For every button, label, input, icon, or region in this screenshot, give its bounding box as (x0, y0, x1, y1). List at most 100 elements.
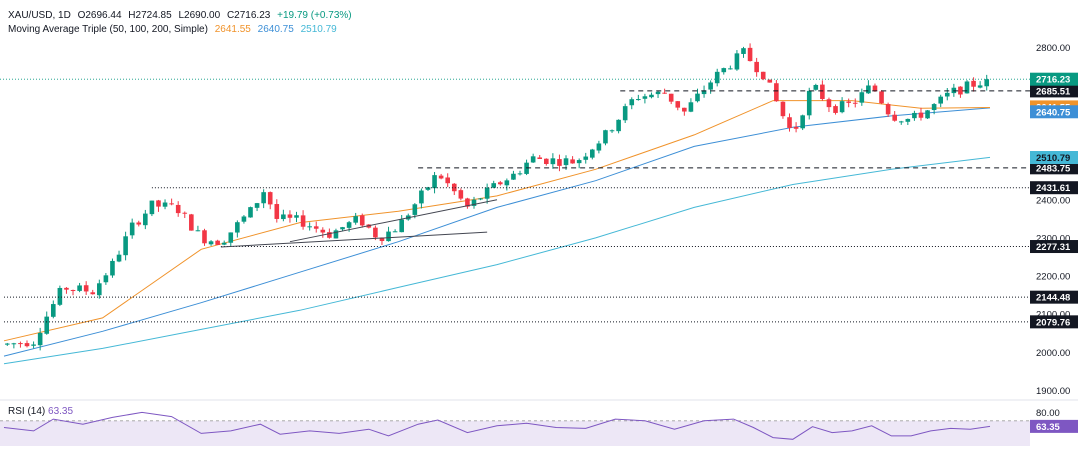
candle-body (728, 68, 733, 70)
symbol-label[interactable]: XAU/USD, 1D (8, 10, 71, 21)
candle-body (649, 94, 654, 98)
candle-body (110, 260, 115, 276)
candle-body (984, 79, 990, 87)
candle-body (346, 222, 352, 228)
candle-body (97, 283, 102, 296)
candle-body (136, 222, 142, 225)
candle-body (537, 157, 543, 160)
candle-body (958, 86, 963, 95)
candle-body (787, 117, 792, 128)
candle-body (892, 114, 897, 121)
candle-body (642, 96, 648, 99)
candle-body (359, 215, 365, 226)
price-tick-label: 2100.00 (1036, 310, 1070, 321)
rsi-value-tag-bg (1030, 419, 1078, 433)
rsi-band (0, 420, 1030, 446)
level-label-bg (1030, 161, 1078, 175)
trendline-0[interactable] (220, 231, 488, 248)
candle-body (425, 187, 431, 190)
candle-body (866, 85, 871, 94)
candle-body (925, 110, 930, 119)
candle-body (977, 85, 983, 88)
candle-body (912, 112, 917, 119)
candle-body (971, 80, 976, 87)
price-axis[interactable] (1030, 0, 1078, 446)
candle-body (583, 156, 589, 160)
candle-body (340, 227, 345, 230)
candle-body (616, 119, 621, 132)
candle-body (754, 61, 759, 73)
candle-body (590, 149, 595, 158)
candle-body (609, 130, 615, 132)
candle-body (18, 343, 23, 345)
level-label-bg (1030, 290, 1078, 304)
candle-body (143, 213, 148, 226)
candle-body (517, 173, 523, 175)
candle-body (248, 207, 253, 218)
ma-legend: Moving Average Triple (50, 100, 200, Sim… (8, 24, 341, 35)
candle-body (918, 112, 924, 118)
candle-body (833, 106, 838, 113)
rsi-value-tag: 63.35 (1036, 422, 1060, 433)
high-value: H2724.85 (128, 10, 172, 21)
candle-body (570, 159, 575, 164)
candle-body (90, 292, 96, 295)
ma-indicator-label[interactable]: Moving Average Triple (50, 100, 200, Sim… (8, 24, 208, 35)
trendline-1[interactable] (289, 199, 498, 243)
candle-body (261, 192, 266, 204)
level-label: 2144.48 (1036, 293, 1070, 304)
rsi-legend: RSI (14) 63.35 (8, 406, 73, 417)
level-label: 2277.31 (1036, 242, 1071, 253)
ma50-line (3, 100, 991, 342)
candle-body (235, 222, 240, 233)
candle-body (747, 47, 753, 62)
ma100-price-label-bg (1030, 105, 1078, 119)
candle-body (386, 231, 391, 242)
candle-body (267, 192, 273, 205)
rsi-label[interactable]: RSI (14) (8, 406, 46, 417)
change-value: +19.79 (+0.73%) (277, 10, 352, 21)
candle-body (879, 91, 884, 104)
candle-body (655, 91, 661, 95)
candle-body (333, 230, 339, 239)
candle-body (379, 237, 385, 242)
candle-body (800, 115, 805, 129)
candle-body (241, 216, 247, 222)
candle-body (320, 229, 326, 233)
candle-body (760, 71, 766, 80)
candle-body (228, 232, 234, 243)
candle-body (149, 200, 155, 215)
candle-body (898, 121, 904, 123)
candle-body (77, 285, 82, 291)
candle-body (701, 90, 707, 95)
candle-body (287, 214, 293, 218)
candle-body (281, 214, 286, 220)
candle-body (682, 107, 687, 112)
candle-body (83, 285, 89, 292)
candle-body (451, 183, 457, 192)
candle-body (543, 158, 549, 164)
candle-body (721, 68, 727, 73)
candle-body (129, 222, 135, 236)
candle-body (550, 158, 556, 165)
close-value: C2716.23 (226, 10, 271, 21)
candle-body (294, 215, 299, 218)
candle-body (576, 160, 582, 164)
candle-body (327, 232, 332, 238)
candle-body (603, 130, 608, 144)
candle-body (31, 344, 36, 346)
candle-body (189, 214, 194, 231)
ma200-price-label: 2510.79 (1036, 153, 1070, 164)
level-label-bg (1030, 84, 1078, 98)
candle-body (353, 216, 358, 223)
candle-body (905, 118, 911, 122)
candle-body (11, 343, 17, 345)
candle-body (885, 104, 891, 115)
candle-body (156, 200, 161, 207)
level-label: 2685.51 (1036, 86, 1071, 97)
price-tick-label: 2200.00 (1036, 272, 1070, 283)
candle-body (471, 199, 477, 206)
candle-body (221, 242, 227, 245)
level-label: 2079.76 (1036, 317, 1070, 328)
